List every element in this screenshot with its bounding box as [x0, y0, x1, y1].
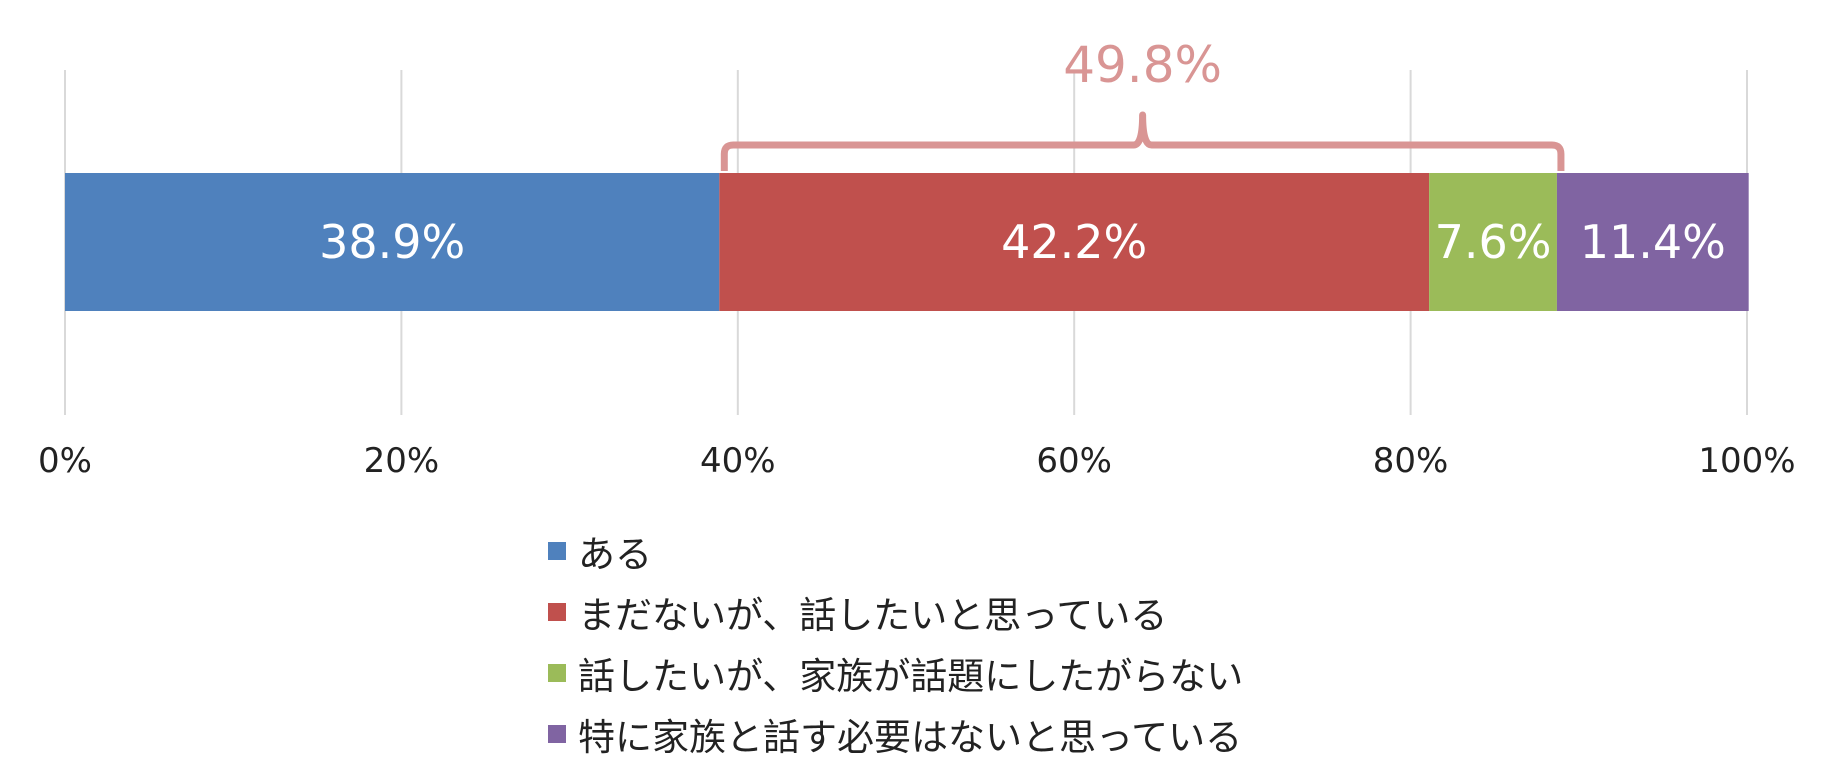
annotation-label: 49.8%: [1063, 36, 1222, 94]
x-tick-label: 80%: [1373, 441, 1449, 481]
bar-segment-1: [65, 173, 720, 311]
bar-data-label: 38.9%: [319, 215, 465, 269]
x-tick-label: 100%: [1698, 441, 1795, 481]
bar-data-label: 11.4%: [1580, 215, 1726, 269]
legend-label: ある: [578, 532, 652, 576]
legend-item: ある: [548, 520, 1243, 581]
legend-swatch: [548, 724, 566, 743]
legend-swatch: [548, 602, 566, 621]
legend-swatch: [548, 663, 566, 682]
bar-data-label: 42.2%: [1001, 215, 1147, 269]
legend-label: 話したいが、家族が話題にしたがらない: [578, 654, 1244, 698]
annotation-brace-line: [720, 111, 1565, 171]
bar-segment-3: [1429, 173, 1557, 311]
legend-item: 話したいが、家族が話題にしたがらない: [548, 642, 1243, 703]
stacked-bar-chart: 38.9% 42.2% 7.6% 11.4% 49.8% 0% 20% 40% 60% 80%…: [38, 36, 1796, 481]
bar-segment-4: [1556, 173, 1749, 311]
x-axis-tick-labels: 0% 20% 40% 60% 80% 100%: [38, 441, 1796, 481]
bar-data-label: 7.6%: [1435, 215, 1552, 269]
legend-item: まだないが、話したいと思っている: [548, 581, 1243, 642]
legend-swatch: [548, 541, 566, 560]
annotation-brace: 49.8%: [720, 36, 1565, 171]
x-tick-label: 0%: [38, 441, 92, 481]
legend-label: まだないが、話したいと思っている: [578, 593, 1168, 637]
legend-item: 特に家族と話す必要はないと思っている: [548, 703, 1243, 764]
legend: あるまだないが、話したいと思っている話したいが、家族が話題にしたがらない 特に家族…: [548, 520, 1243, 764]
legend-label: 特に家族と話す必要はないと思っている: [578, 715, 1243, 759]
x-tick-label: 60%: [1036, 441, 1112, 481]
bar-segments: 38.9% 42.2% 7.6% 11.4%: [65, 173, 1749, 311]
x-tick-label: 20%: [364, 441, 440, 481]
bar-segment-2: [719, 173, 1430, 311]
x-tick-label: 40%: [700, 441, 776, 481]
